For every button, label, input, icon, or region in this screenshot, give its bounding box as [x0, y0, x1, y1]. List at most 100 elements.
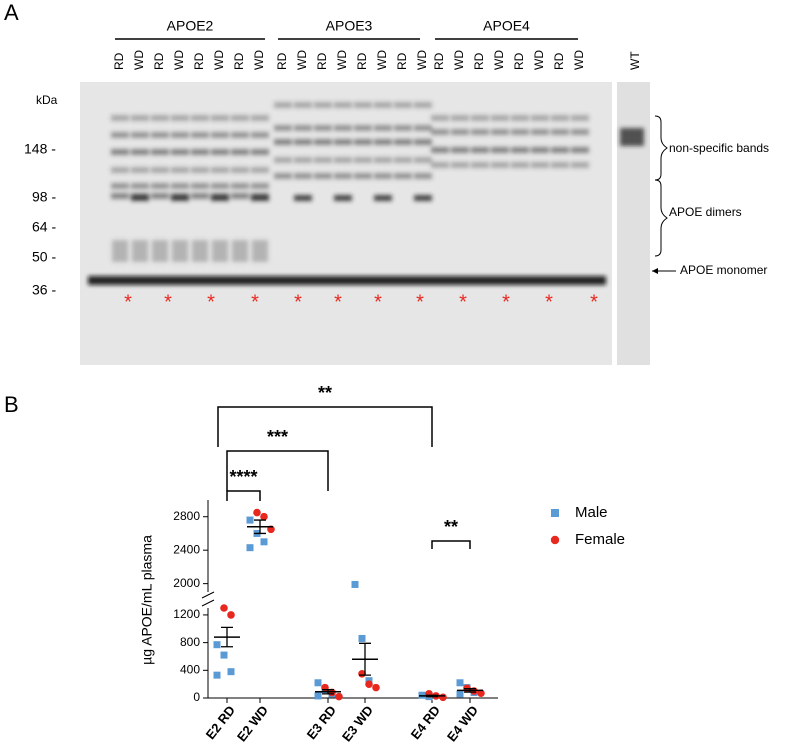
band	[132, 240, 148, 262]
band	[251, 149, 269, 155]
legend-label: Male	[575, 504, 608, 521]
band	[231, 183, 249, 189]
band	[151, 183, 169, 189]
band	[431, 129, 449, 135]
lane-label: WD	[492, 50, 506, 70]
band	[231, 193, 249, 199]
band	[531, 147, 549, 153]
band	[451, 162, 469, 168]
group-label: APOE3	[326, 18, 373, 34]
band	[251, 183, 269, 189]
band	[374, 139, 392, 145]
band	[231, 115, 249, 121]
lane-label: RD	[232, 52, 246, 70]
band	[152, 240, 168, 262]
band	[191, 115, 209, 121]
asterisk: *	[459, 291, 467, 313]
band	[531, 115, 549, 121]
band	[171, 132, 189, 138]
significance-label: ***	[267, 427, 288, 447]
band	[511, 147, 529, 153]
annotation: APOE monomer	[680, 263, 767, 277]
band	[191, 132, 209, 138]
band	[211, 115, 229, 121]
band	[531, 129, 549, 135]
point	[439, 693, 447, 702]
band	[111, 132, 129, 138]
band	[171, 149, 189, 155]
band	[131, 149, 149, 155]
lane-label: WD	[375, 50, 389, 70]
asterisk: *	[294, 291, 302, 313]
band	[211, 183, 229, 189]
error-bar	[464, 688, 476, 693]
band	[334, 102, 352, 108]
band	[414, 157, 432, 163]
band	[111, 193, 129, 199]
band	[354, 173, 372, 179]
asterisk: *	[251, 291, 259, 313]
band	[131, 183, 149, 189]
error-bar	[359, 642, 371, 676]
lane-label: WD	[415, 50, 429, 70]
band	[374, 125, 392, 131]
band	[374, 102, 392, 108]
lane-label: WD	[335, 50, 349, 70]
band	[471, 115, 489, 121]
asterisk: *	[502, 291, 510, 313]
band	[151, 193, 169, 199]
point	[246, 516, 254, 524]
band	[212, 240, 228, 262]
band	[394, 125, 412, 131]
point	[253, 508, 261, 517]
mw-marker: 64 -	[32, 219, 56, 235]
band	[314, 139, 332, 145]
significance-label: **	[444, 517, 458, 537]
lane-label: RD	[552, 52, 566, 70]
band	[451, 147, 469, 153]
band	[231, 167, 249, 173]
x-tick-label: E4 RD	[408, 703, 443, 742]
lane-label: WD	[295, 50, 309, 70]
y-tick-label: 2800	[173, 509, 200, 523]
lane-label: WD	[172, 50, 186, 70]
band	[374, 157, 392, 163]
panel-label: B	[4, 392, 19, 417]
band	[191, 183, 209, 189]
point	[351, 580, 359, 588]
band	[232, 240, 248, 262]
brace	[654, 115, 668, 181]
band	[491, 129, 509, 135]
lane-label: RD	[275, 52, 289, 70]
lane-label: RD	[192, 52, 206, 70]
band	[334, 173, 352, 179]
bands	[88, 102, 644, 285]
band	[531, 162, 549, 168]
band	[334, 139, 352, 145]
band	[414, 125, 432, 131]
band	[251, 115, 269, 121]
band	[451, 115, 469, 121]
lane-label: RD	[512, 52, 526, 70]
band	[414, 139, 432, 145]
band	[394, 157, 412, 163]
band	[151, 167, 169, 173]
mw-marker: 36 -	[32, 282, 56, 298]
band	[471, 162, 489, 168]
band	[192, 240, 208, 262]
band	[491, 115, 509, 121]
lane-label: WD	[572, 50, 586, 70]
band	[334, 125, 352, 131]
band	[511, 129, 529, 135]
arrowhead	[652, 268, 658, 274]
band	[191, 193, 209, 199]
point	[314, 679, 322, 687]
asterisk: *	[374, 291, 382, 313]
legend-marker	[551, 509, 559, 517]
band	[111, 167, 129, 173]
mw-marker: 50 -	[32, 249, 56, 265]
band	[551, 162, 569, 168]
band	[394, 102, 412, 108]
lane-label: RD	[432, 52, 446, 70]
band	[211, 195, 229, 201]
